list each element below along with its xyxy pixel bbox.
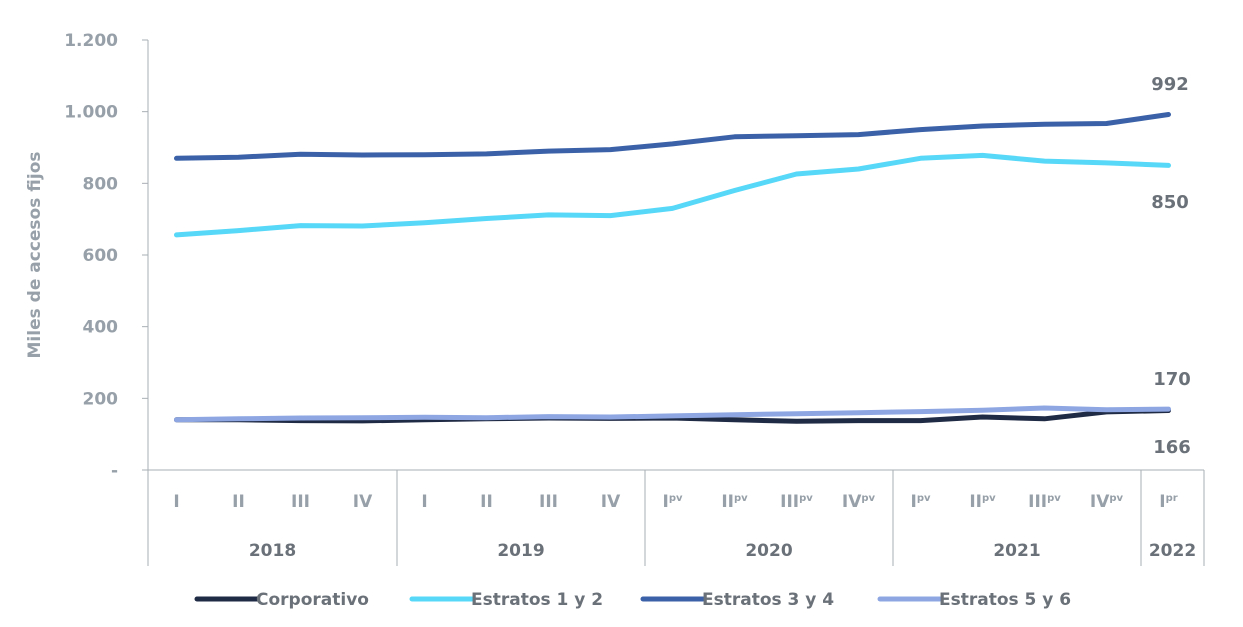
- y-tick-label: -: [111, 461, 118, 481]
- x-year-label: 2020: [745, 541, 792, 561]
- end-data-label: 166: [1153, 437, 1191, 458]
- x-year-label: 2022: [1149, 541, 1196, 561]
- x-category-label: Ipr: [1159, 492, 1177, 512]
- series-line-estratos-3-y-4: [174, 112, 1171, 161]
- x-category-label: IV: [601, 492, 621, 512]
- y-tick-label: 800: [83, 174, 119, 194]
- x-category-superscript: pv: [982, 493, 996, 504]
- x-category-superscript: pv: [669, 493, 683, 504]
- series-line-estratos-5-y-6: [174, 405, 1171, 423]
- x-category-label: IIIpv: [780, 492, 813, 512]
- x-category-label: IV: [353, 492, 373, 512]
- x-category-label: III: [539, 492, 558, 512]
- legend-label: Estratos 1 y 2: [471, 590, 603, 610]
- x-year-label: 2019: [497, 541, 544, 561]
- end-data-label: 170: [1153, 369, 1191, 390]
- end-data-label: 850: [1151, 192, 1189, 213]
- x-year-label: 2018: [249, 541, 296, 561]
- x-category-superscript: pv: [799, 493, 813, 504]
- x-category-label: Ipv: [662, 492, 682, 512]
- x-category-label: I: [421, 492, 427, 512]
- y-axis-title: Miles de accesos fijos: [25, 152, 45, 359]
- chart-frame: [9, 10, 1231, 622]
- x-category-label: IVpv: [842, 492, 876, 512]
- y-tick-label: 200: [83, 389, 119, 409]
- legend-label: Estratos 3 y 4: [702, 590, 834, 610]
- x-category-label: IIpv: [969, 492, 996, 512]
- x-category-label: III: [291, 492, 310, 512]
- x-category-superscript: pv: [861, 493, 875, 504]
- end-data-label: 992: [1151, 74, 1189, 95]
- x-category-superscript: pv: [734, 493, 748, 504]
- x-category-superscript: pv: [1047, 493, 1061, 504]
- y-tick-label: 600: [83, 246, 119, 266]
- y-tick-label: 400: [83, 318, 119, 338]
- x-category-superscript: pv: [917, 493, 931, 504]
- x-category-label: II: [480, 492, 493, 512]
- series-line-estratos-1-y-2: [174, 152, 1171, 238]
- x-category-label: IVpv: [1090, 492, 1124, 512]
- x-category-label: IIpv: [721, 492, 748, 512]
- x-category-label: IIIpv: [1028, 492, 1061, 512]
- x-category-superscript: pr: [1166, 493, 1178, 504]
- x-category-label: Ipv: [910, 492, 930, 512]
- x-category-label: II: [232, 492, 245, 512]
- x-category-label: I: [173, 492, 179, 512]
- legend-label: Estratos 5 y 6: [939, 590, 1071, 610]
- x-year-label: 2021: [993, 541, 1040, 561]
- x-category-superscript: pv: [1109, 493, 1123, 504]
- legend-label: Corporativo: [256, 590, 369, 610]
- y-tick-label: 1.200: [64, 31, 118, 51]
- y-tick-label: 1.000: [64, 103, 118, 123]
